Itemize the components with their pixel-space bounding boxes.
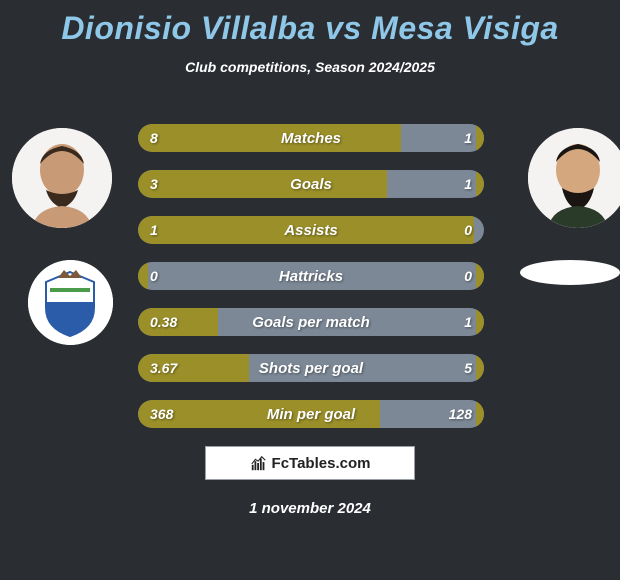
stat-label: Hattricks	[138, 262, 484, 290]
stat-row: 3.67Shots per goal5	[138, 354, 484, 382]
stat-row: 0.38Goals per match1	[138, 308, 484, 336]
club-left-badge-svg	[28, 260, 113, 345]
stat-value-right: 1	[464, 124, 472, 152]
stat-row: 1Assists0	[138, 216, 484, 244]
stat-row: 8Matches1	[138, 124, 484, 152]
stat-row: 3Goals1	[138, 170, 484, 198]
generation-date: 1 november 2024	[0, 500, 620, 517]
stat-value-right: 1	[464, 170, 472, 198]
player-left-name: Dionisio Villalba	[61, 10, 315, 46]
vs-separator: vs	[325, 10, 371, 46]
player-right-avatar-svg	[528, 128, 620, 228]
stat-value-right: 0	[464, 262, 472, 290]
fctables-logo: FcTables.com	[205, 446, 415, 480]
subtitle: Club competitions, Season 2024/2025	[0, 59, 620, 75]
stats-container: 8Matches13Goals11Assists00Hattricks00.38…	[138, 124, 484, 446]
stat-value-right: 0	[464, 216, 472, 244]
player-right-club-badge	[520, 260, 620, 285]
stat-value-right: 128	[449, 400, 472, 428]
player-left-avatar-svg	[12, 128, 112, 228]
stat-value-right: 1	[464, 308, 472, 336]
stat-label: Goals per match	[138, 308, 484, 336]
stat-row: 368Min per goal128	[138, 400, 484, 428]
fctables-logo-text: FcTables.com	[272, 455, 371, 472]
stat-label: Min per goal	[138, 400, 484, 428]
stat-value-right: 5	[464, 354, 472, 382]
stat-label: Assists	[138, 216, 484, 244]
stat-row: 0Hattricks0	[138, 262, 484, 290]
player-right-name: Mesa Visiga	[371, 10, 559, 46]
stat-label: Goals	[138, 170, 484, 198]
stat-label: Matches	[138, 124, 484, 152]
player-left-club-badge	[28, 260, 113, 345]
fctables-icon	[250, 454, 268, 472]
stat-label: Shots per goal	[138, 354, 484, 382]
player-right-avatar	[528, 128, 620, 228]
player-left-avatar	[12, 128, 112, 228]
comparison-title: Dionisio Villalba vs Mesa Visiga	[0, 0, 620, 47]
